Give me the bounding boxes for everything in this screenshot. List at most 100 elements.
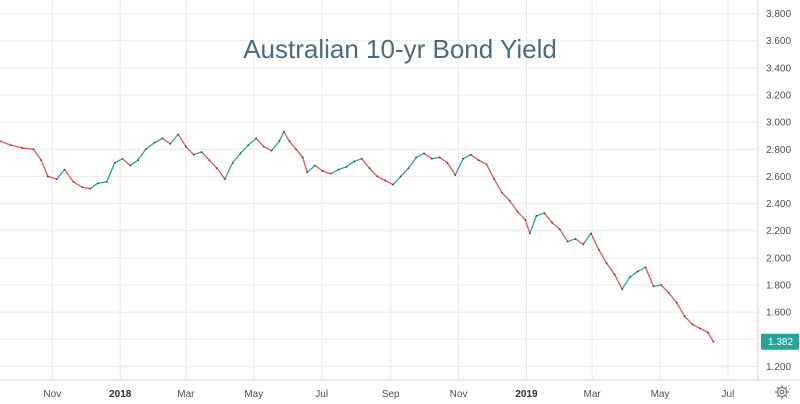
data-point bbox=[129, 164, 132, 167]
data-point bbox=[32, 148, 35, 151]
series-segment bbox=[384, 179, 394, 186]
data-point bbox=[493, 178, 496, 181]
series-segment bbox=[477, 159, 488, 165]
data-point bbox=[508, 199, 511, 202]
series-segment bbox=[376, 175, 386, 182]
data-point bbox=[288, 140, 291, 143]
x-tick-label: Jul bbox=[315, 389, 328, 400]
data-point bbox=[462, 157, 464, 160]
data-point bbox=[376, 175, 379, 178]
series-segment bbox=[407, 156, 417, 169]
data-point bbox=[321, 170, 324, 172]
data-point bbox=[89, 187, 92, 190]
data-point bbox=[353, 160, 355, 163]
series-segment bbox=[598, 249, 608, 264]
data-point bbox=[345, 166, 348, 168]
series-segment bbox=[644, 266, 655, 288]
data-point bbox=[558, 228, 561, 231]
series-segment bbox=[21, 147, 35, 150]
data-point bbox=[438, 156, 441, 159]
series-segment bbox=[699, 327, 709, 334]
x-tick-label: 2018 bbox=[109, 389, 132, 400]
gear-icon[interactable] bbox=[775, 385, 789, 399]
y-tick-label: 2.600 bbox=[766, 172, 791, 183]
series-segment bbox=[72, 181, 84, 188]
series-segment bbox=[239, 144, 249, 155]
series-segment bbox=[509, 200, 519, 213]
data-point bbox=[337, 168, 340, 171]
series-segment bbox=[193, 151, 203, 156]
data-point bbox=[551, 221, 553, 224]
data-point bbox=[543, 212, 546, 214]
data-point bbox=[477, 159, 480, 162]
series-segment bbox=[329, 168, 340, 175]
series-segment bbox=[0, 140, 12, 146]
series-segment bbox=[10, 144, 23, 149]
series-segment bbox=[81, 186, 91, 190]
data-point bbox=[574, 237, 577, 240]
x-tick-label: Mar bbox=[177, 389, 195, 400]
series-segment bbox=[47, 175, 58, 180]
series-segment bbox=[637, 266, 647, 273]
data-point bbox=[415, 156, 418, 159]
series-segment bbox=[247, 137, 257, 146]
series-segment bbox=[89, 182, 99, 190]
data-point bbox=[301, 156, 304, 159]
data-point bbox=[399, 175, 402, 178]
data-point bbox=[192, 153, 195, 156]
data-point bbox=[314, 164, 316, 167]
data-point bbox=[46, 175, 49, 178]
y-tick-label: 3.000 bbox=[766, 118, 791, 129]
data-point bbox=[169, 142, 172, 145]
data-point bbox=[392, 183, 394, 186]
y-tick-label: 3.200 bbox=[766, 91, 791, 102]
data-point bbox=[590, 232, 592, 235]
data-point bbox=[247, 144, 250, 147]
data-point bbox=[535, 214, 538, 217]
data-point bbox=[306, 171, 309, 174]
data-point bbox=[501, 191, 503, 194]
series-segment bbox=[345, 160, 355, 168]
series-segment bbox=[306, 164, 316, 174]
series-segment bbox=[567, 238, 577, 243]
data-point bbox=[582, 243, 585, 246]
series-segment bbox=[288, 140, 297, 150]
data-point bbox=[384, 179, 387, 182]
data-point bbox=[0, 140, 1, 143]
data-point bbox=[699, 327, 702, 330]
series-segment bbox=[415, 152, 425, 159]
series-segment bbox=[314, 164, 324, 172]
data-point bbox=[10, 144, 13, 147]
series-segment bbox=[605, 262, 616, 275]
series-segment bbox=[551, 221, 561, 231]
series-segment bbox=[337, 166, 347, 171]
data-point bbox=[144, 148, 147, 151]
data-point bbox=[161, 137, 164, 140]
data-point bbox=[21, 147, 24, 149]
y-tick-label: 2.200 bbox=[766, 226, 791, 237]
series-segment bbox=[543, 212, 553, 224]
data-point bbox=[262, 145, 265, 148]
series-segment bbox=[161, 137, 171, 145]
y-tick-label: 1.800 bbox=[766, 281, 791, 292]
data-point bbox=[528, 232, 531, 235]
series-segment bbox=[431, 156, 441, 160]
series-segment bbox=[32, 148, 42, 161]
data-point bbox=[360, 157, 363, 160]
series-segment bbox=[621, 276, 631, 290]
data-point bbox=[605, 262, 608, 265]
series-segment bbox=[613, 273, 623, 290]
data-point bbox=[72, 180, 75, 183]
data-point bbox=[629, 275, 631, 278]
data-point bbox=[712, 340, 715, 343]
data-point bbox=[407, 167, 410, 170]
series-segment bbox=[493, 178, 503, 194]
y-tick-label: 1.200 bbox=[766, 362, 791, 373]
data-point bbox=[454, 174, 457, 176]
series-segment bbox=[322, 170, 332, 175]
series-segment bbox=[63, 168, 75, 183]
series-segment bbox=[524, 219, 531, 235]
series-segment bbox=[535, 212, 545, 217]
last-value-label: 1.382 bbox=[761, 333, 799, 350]
series-segment bbox=[462, 154, 472, 160]
